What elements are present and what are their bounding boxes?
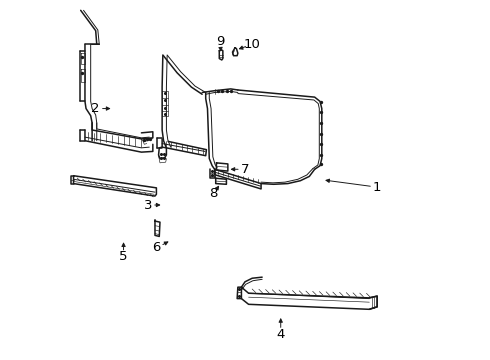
Text: 5: 5 xyxy=(119,250,128,263)
Text: 7: 7 xyxy=(241,163,249,176)
Text: 8: 8 xyxy=(209,187,218,200)
Text: 3: 3 xyxy=(144,198,152,212)
Text: 1: 1 xyxy=(373,181,381,194)
Text: 10: 10 xyxy=(244,38,261,51)
Text: 2: 2 xyxy=(92,102,100,115)
Text: 4: 4 xyxy=(276,328,285,341)
Text: 9: 9 xyxy=(216,35,224,48)
Text: 6: 6 xyxy=(152,241,161,255)
